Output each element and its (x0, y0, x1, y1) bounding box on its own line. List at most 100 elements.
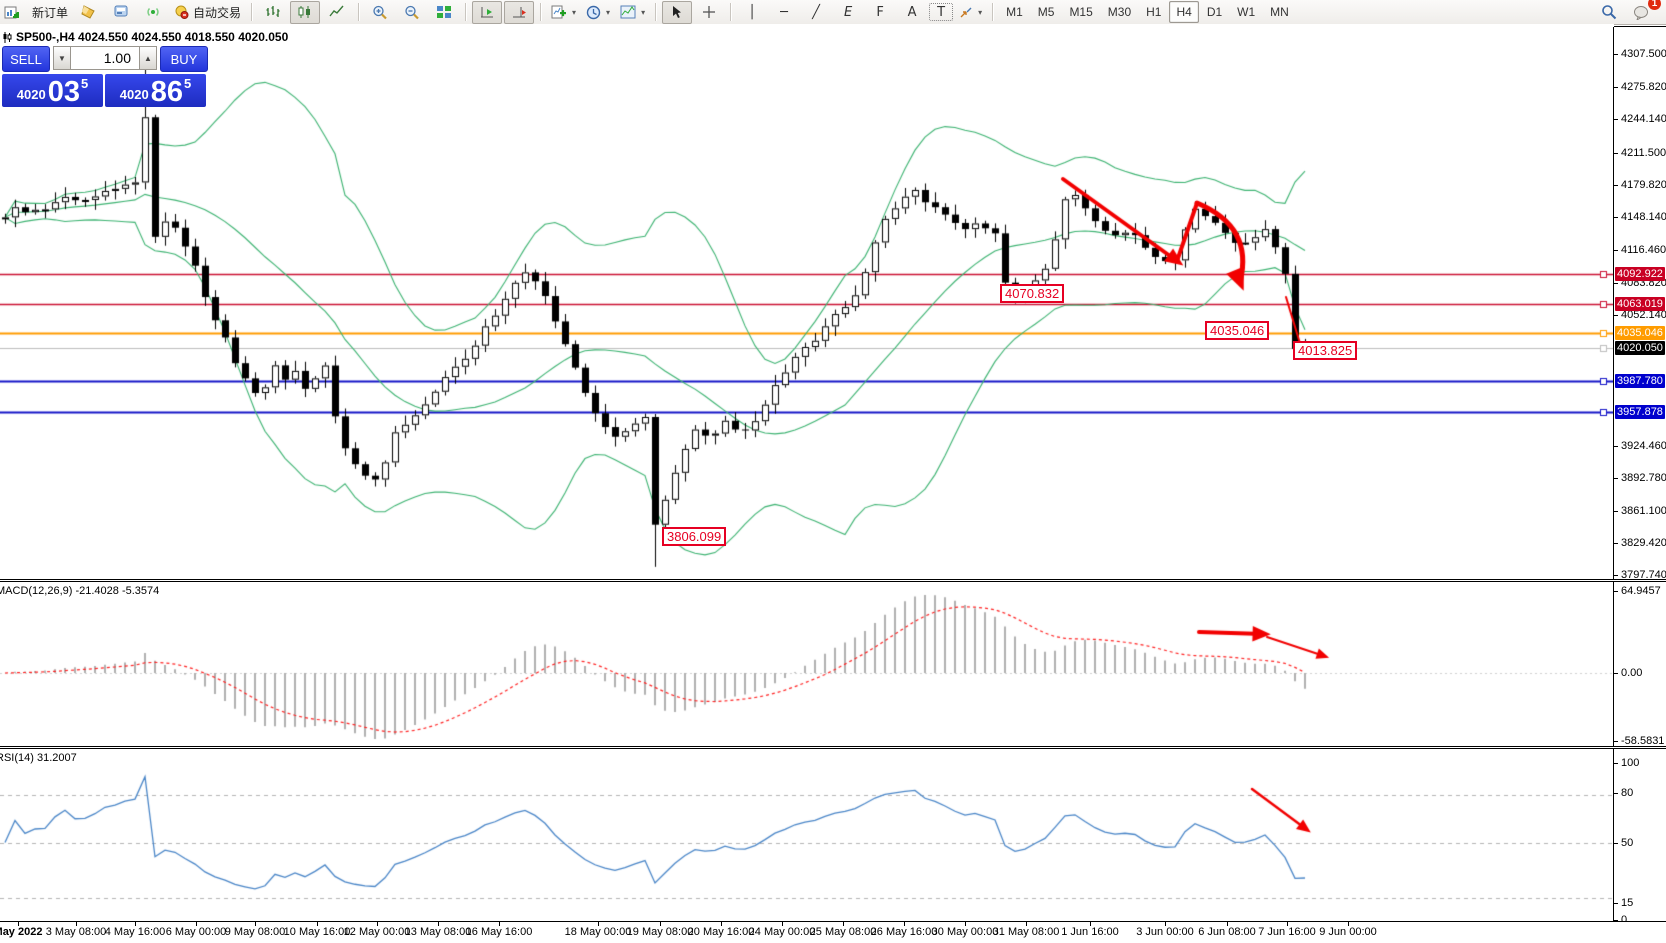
time-axis-label: 6 Jun 08:00 (1198, 926, 1256, 938)
axis-tick-mark (1614, 283, 1618, 284)
axis-tick-mark (1614, 249, 1618, 251)
timeframe-d1[interactable]: D1 (1206, 5, 1223, 19)
timeframe-m15[interactable]: M15 (1069, 5, 1093, 19)
crosshair-icon[interactable] (694, 1, 724, 24)
time-tick-mark (196, 922, 197, 926)
time-axis-label: 18 May 00:00 (564, 926, 632, 938)
bar-chart-type-icon[interactable] (258, 1, 288, 24)
toolbar-separator (655, 3, 657, 21)
rsi-axis-tick: 50 (1621, 837, 1634, 849)
axis-tick-mark (1614, 542, 1618, 544)
volume-input[interactable]: 1.00 (71, 46, 139, 70)
price-callout-label: 4035.046 (1205, 321, 1270, 340)
auto-scroll-icon[interactable] (472, 0, 503, 24)
pane-separator[interactable] (0, 746, 1666, 749)
market-icon[interactable] (106, 1, 136, 24)
time-tick-mark (1090, 922, 1091, 926)
timeframe-h4[interactable]: H4 (1169, 1, 1199, 23)
chevron-down-icon: ▾ (606, 7, 611, 17)
timeframe-h1[interactable]: H1 (1146, 5, 1162, 19)
arrows-tool-icon[interactable]: ▾ (955, 1, 986, 24)
fibonacci-tool-icon[interactable]: F (865, 1, 895, 24)
chat-icon[interactable]: 1 (1626, 0, 1661, 24)
sell-button[interactable]: SELL (2, 46, 50, 72)
horizontal-line-tool-icon[interactable]: ─ (780, 4, 788, 20)
new-chart-icon[interactable] (0, 1, 26, 24)
axis-tick-mark (1614, 575, 1618, 577)
price-axis-tick: 3861.100 (1621, 504, 1666, 517)
indicators-icon[interactable]: ▾ (547, 1, 580, 24)
timeframe-m30[interactable]: M30 (1107, 5, 1132, 19)
text-tool-icon[interactable]: A (907, 4, 917, 20)
price-axis-tick: 4275.820 (1621, 80, 1666, 93)
volume-increase-button[interactable]: ▲ (139, 46, 157, 70)
time-axis-label: 3 May 08:00 (45, 926, 107, 938)
vertical-line-tool-icon[interactable]: │ (748, 4, 756, 20)
zoom-out-icon[interactable] (397, 1, 427, 24)
macd-pane-canvas[interactable] (0, 582, 1614, 746)
timeframe-m5[interactable]: M5 (1037, 5, 1055, 19)
axis-tick-mark (1614, 843, 1618, 844)
new-order-label: 新订单 (32, 5, 69, 20)
chart-shift-icon[interactable] (504, 0, 535, 24)
time-tick-mark (660, 922, 661, 926)
buy-price-small: 4020 (119, 87, 149, 102)
time-tick-mark (965, 922, 966, 926)
axis-tick-mark (1614, 920, 1618, 921)
chevron-down-icon: ▾ (572, 7, 577, 17)
tile-windows-icon[interactable] (429, 1, 459, 24)
time-tick-mark (1227, 922, 1228, 926)
buy-button[interactable]: BUY (160, 46, 208, 72)
time-tick-mark (904, 922, 905, 926)
candlestick-type-icon[interactable] (290, 0, 321, 24)
channel-tool-icon[interactable]: E (833, 1, 863, 24)
text-label-tool-icon[interactable]: T (929, 3, 954, 21)
line-chart-type-icon[interactable] (322, 1, 352, 24)
price-axis-tick: 3797.740 (1621, 569, 1666, 582)
rsi-pane-canvas[interactable] (0, 749, 1614, 921)
price-level-badge: 4020.050 (1615, 341, 1665, 356)
auto-trading-button[interactable]: 自动交易 (170, 1, 245, 24)
pane-separator[interactable] (0, 579, 1666, 582)
time-axis-label: 19 May 08:00 (626, 926, 694, 938)
toolbar-separator (540, 3, 542, 21)
chat-notification-badge: 1 (1648, 0, 1661, 10)
signals-icon[interactable] (138, 1, 168, 24)
periods-icon[interactable]: ▾ (582, 1, 614, 24)
main-chart-canvas[interactable] (0, 24, 1614, 580)
axis-tick-mark (1614, 445, 1618, 447)
metaeditor-icon[interactable] (74, 1, 104, 24)
time-tick-mark (438, 922, 439, 926)
search-icon[interactable] (1594, 1, 1624, 24)
macd-axis-tick: -58.5831 (1621, 735, 1665, 747)
templates-icon[interactable]: ▾ (616, 1, 649, 24)
time-tick-mark (76, 922, 77, 926)
timeframe-mn[interactable]: MN (1270, 5, 1289, 19)
price-axis-tick: 3892.780 (1621, 472, 1666, 485)
price-level-badge: 4092.922 (1615, 266, 1665, 281)
timeframe-m1[interactable]: M1 (1006, 5, 1023, 19)
sell-price-display[interactable]: 4020 03 5 (2, 74, 103, 107)
channel-glyph: E (843, 4, 853, 20)
time-tick-mark (1026, 922, 1027, 926)
sell-price-small: 4020 (16, 87, 46, 102)
chart-title-icon (3, 31, 12, 43)
price-axis[interactable]: 4307.500 4275.820 4244.140 4211.500 4179.820… (1613, 27, 1666, 926)
buy-price-display[interactable]: 4020 86 5 (105, 74, 206, 107)
price-axis-tick: 3829.420 (1621, 536, 1666, 549)
zoom-in-icon[interactable] (365, 1, 395, 24)
new-order-button[interactable]: 新订单 (28, 1, 72, 24)
buy-price-pip: 5 (183, 76, 192, 91)
rsi-axis-tick: 80 (1621, 787, 1634, 799)
price-callout-label: 4013.825 (1293, 341, 1358, 360)
trendline-tool-icon[interactable]: ╱ (812, 4, 820, 20)
price-level-badge: 4035.046 (1615, 325, 1665, 340)
axis-tick-mark (1614, 673, 1618, 674)
timeframe-w1[interactable]: W1 (1237, 5, 1256, 19)
volume-decrease-button[interactable]: ▼ (53, 46, 71, 70)
macd-indicator-label: MACD(12,26,9) -21.4028 -5.3574 (0, 585, 160, 597)
time-tick-mark (499, 922, 500, 926)
cursor-icon[interactable] (662, 0, 693, 24)
time-axis-label: 30 May 00:00 (931, 926, 999, 938)
